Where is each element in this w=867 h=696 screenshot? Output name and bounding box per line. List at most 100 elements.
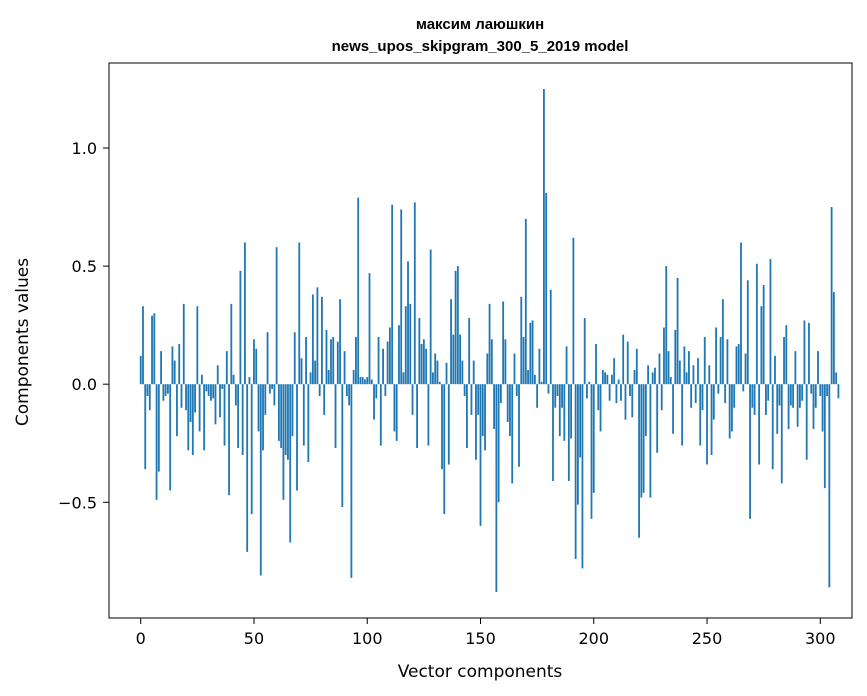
bar [350,384,353,578]
bar [293,332,296,385]
bar-series [139,88,840,593]
bar [341,384,344,507]
bar [241,384,244,456]
bar [583,318,586,385]
bar [287,384,289,460]
bar [300,358,303,385]
bar [735,346,738,385]
bar [368,273,371,385]
bar [520,296,523,385]
bar [570,384,573,439]
bar [678,360,681,385]
bar [429,249,432,385]
bar [527,370,529,385]
bar [151,315,153,385]
x-tick-label: 50 [244,629,264,648]
bar [223,384,226,446]
bar [311,294,314,385]
bar [359,377,362,385]
bar [638,384,640,538]
bar [400,209,403,385]
bar [468,318,471,385]
bar [617,379,620,385]
bar [443,384,446,515]
bar [409,303,412,385]
bar [817,351,819,385]
bar [438,381,441,385]
bar [250,384,253,515]
bar [581,384,584,569]
bar [701,384,704,411]
x-tick-label: 300 [805,629,836,648]
bar [271,384,273,389]
bar [447,384,450,465]
bar [796,384,799,427]
bar [728,384,731,439]
bar [255,348,258,385]
bar [502,301,505,385]
bar [395,384,398,441]
y-tick-label: 1.0 [72,139,97,158]
bar [441,384,443,470]
bar [769,259,772,385]
bar [810,384,813,394]
bar [828,384,831,588]
bar [536,384,539,408]
bar [420,344,423,385]
bar [774,355,776,385]
bar [577,384,579,505]
bar [166,384,169,394]
bar [499,384,502,404]
bar [277,384,280,441]
bar [314,360,317,385]
bar [205,384,208,392]
bar [321,296,323,385]
bar [812,384,815,430]
bar [246,384,249,552]
bar [377,336,380,385]
bar [248,377,251,385]
bar [176,384,178,437]
bar [200,374,203,385]
bar [538,348,541,385]
bar [348,384,351,406]
bar [771,384,774,470]
bar [640,384,643,498]
bar [620,384,622,401]
bar [608,384,611,401]
bar [191,384,194,456]
bar [456,266,459,385]
bar [690,384,693,408]
bar [148,384,151,411]
bar [305,336,307,385]
bar [543,88,545,385]
bar [466,384,468,448]
bar [595,344,597,385]
bar [382,348,384,385]
y-tick-label: 0.5 [72,257,97,276]
bar [789,384,792,406]
bar [484,384,486,451]
bar [162,384,165,401]
bar [445,362,448,385]
bar [742,384,745,392]
bar [178,344,181,385]
bar [676,277,679,385]
bar [470,384,473,415]
bar [187,384,190,451]
bar [198,384,201,432]
bar [422,339,425,385]
bar [758,384,761,465]
bar [672,384,674,434]
bar [384,384,387,396]
bar [615,384,618,404]
bar [819,384,822,396]
bar [481,384,484,437]
bar [715,327,717,385]
bar [681,384,684,446]
bar [239,270,242,385]
bar [452,334,455,385]
bar [780,384,783,484]
bar [232,374,235,385]
bar [411,384,414,415]
